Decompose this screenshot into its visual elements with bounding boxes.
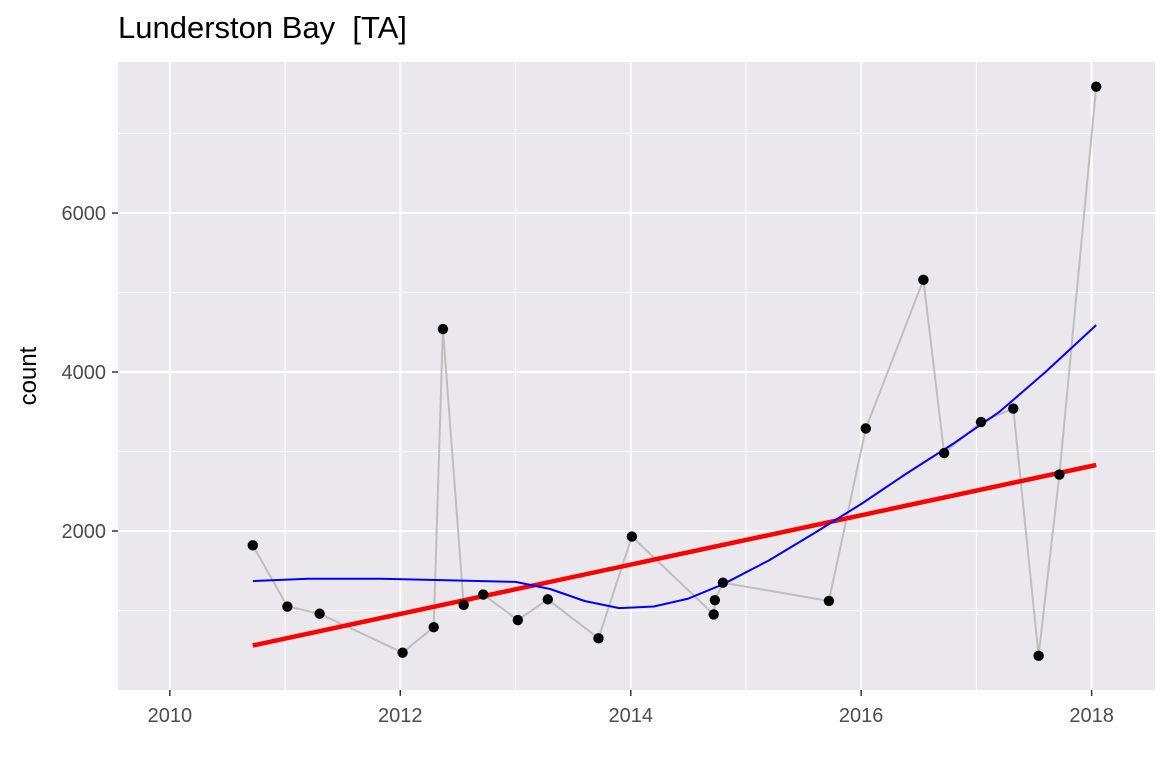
- minor-gridlines: [118, 62, 1155, 690]
- x-tick-label: 2014: [608, 705, 653, 727]
- data-point: [542, 594, 553, 605]
- data-point: [314, 608, 325, 619]
- data-point: [626, 531, 638, 542]
- data-point: [478, 589, 489, 600]
- x-tick-label: 2010: [148, 705, 193, 727]
- data-point: [437, 323, 449, 335]
- data-point: [428, 622, 439, 633]
- y-tick-label: 2000: [62, 521, 107, 543]
- x-tick-label: 2018: [1069, 705, 1114, 727]
- data-point: [918, 274, 929, 286]
- y-axis-title: count: [15, 346, 42, 405]
- data-point: [593, 633, 604, 644]
- y-tick-label: 6000: [62, 203, 107, 225]
- data-point: [709, 594, 721, 606]
- series-layer: [247, 81, 1102, 662]
- y-tick-label: 4000: [62, 362, 107, 384]
- smooth-trend-line: [252, 324, 1097, 610]
- axis-layer: 2010 2012 2014 2016 2018 2000 4000 6000: [62, 203, 1114, 727]
- data-point: [397, 647, 408, 658]
- data-point: [512, 614, 524, 626]
- major-gridlines: [118, 62, 1155, 690]
- data-point: [975, 416, 987, 428]
- data-point: [247, 540, 259, 551]
- data-point: [1008, 403, 1019, 414]
- plot-panel: [118, 62, 1155, 690]
- data-point: [458, 599, 469, 611]
- x-tick-label: 2012: [378, 705, 423, 727]
- data-point: [1091, 81, 1102, 92]
- data-point: [1054, 469, 1065, 480]
- x-tick-label: 2016: [839, 705, 884, 727]
- linear-trend-line: [252, 462, 1097, 648]
- data-point: [860, 423, 871, 434]
- data-point: [823, 595, 835, 607]
- data-point: [282, 601, 293, 612]
- data-point: [1033, 650, 1044, 662]
- data-point: [708, 609, 719, 620]
- chart-title: Lunderston Bay [TA]: [118, 10, 407, 45]
- data-point: [938, 447, 950, 459]
- data-point: [717, 577, 729, 588]
